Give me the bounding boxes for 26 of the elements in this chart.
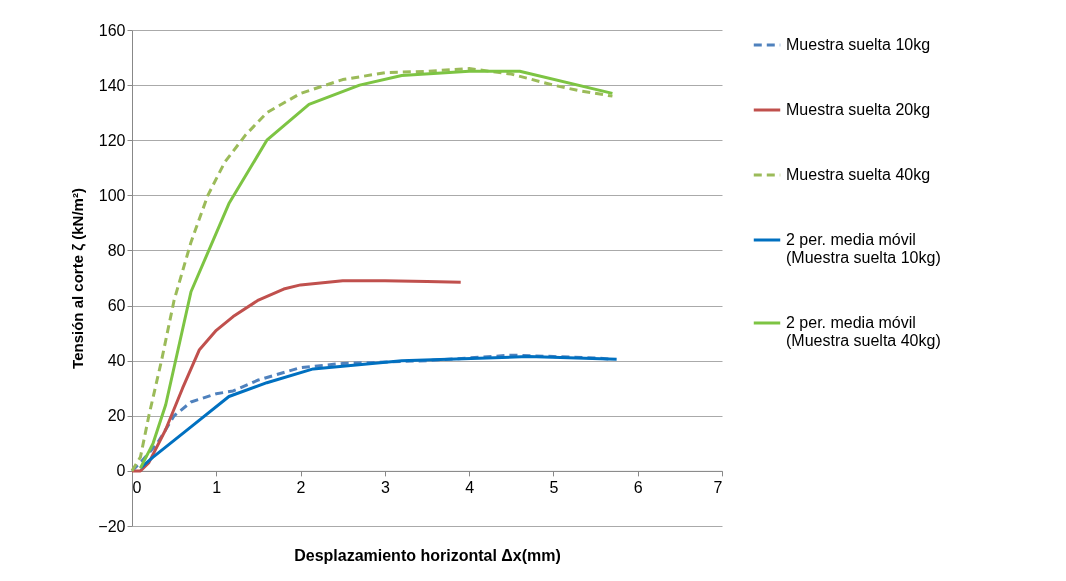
legend-label: 2 per. media móvil (Muestra suelta 10kg)	[786, 231, 941, 266]
legend-label: Muestra suelta 10kg	[786, 36, 931, 53]
y-tick-label: 20	[107, 407, 126, 425]
y-tick-label: −20	[98, 517, 126, 535]
y-tick-label: 140	[98, 76, 126, 94]
y-axis-title: Tensión al corte ζ (kN/m²)	[69, 188, 87, 369]
x-tick-label: 1	[212, 479, 222, 497]
x-tick-label: 3	[380, 479, 390, 497]
x-tick-label: 0	[132, 479, 142, 497]
x-axis-title: Desplazamiento horizontal Δx(mm)	[294, 546, 561, 564]
x-tick-label: 2	[296, 479, 306, 497]
legend-label: 2 per. media móvil (Muestra suelta 40kg)	[786, 314, 941, 349]
x-tick-label: 7	[713, 479, 723, 497]
y-tick-label: 0	[116, 462, 126, 480]
y-tick-label: 160	[98, 21, 126, 39]
legend-label: Muestra suelta 20kg	[786, 101, 931, 118]
y-tick-label: 40	[107, 352, 126, 370]
y-tick-label: 60	[107, 297, 126, 315]
y-tick-label: 100	[98, 186, 126, 204]
x-tick-label: 6	[633, 479, 643, 497]
x-tick-label: 4	[465, 479, 475, 497]
legend-label: Muestra suelta 40kg	[786, 166, 931, 183]
y-tick-label: 80	[107, 241, 126, 259]
x-tick-label: 5	[549, 479, 559, 497]
y-tick-label: 120	[98, 131, 126, 149]
line-series	[130, 279, 463, 473]
